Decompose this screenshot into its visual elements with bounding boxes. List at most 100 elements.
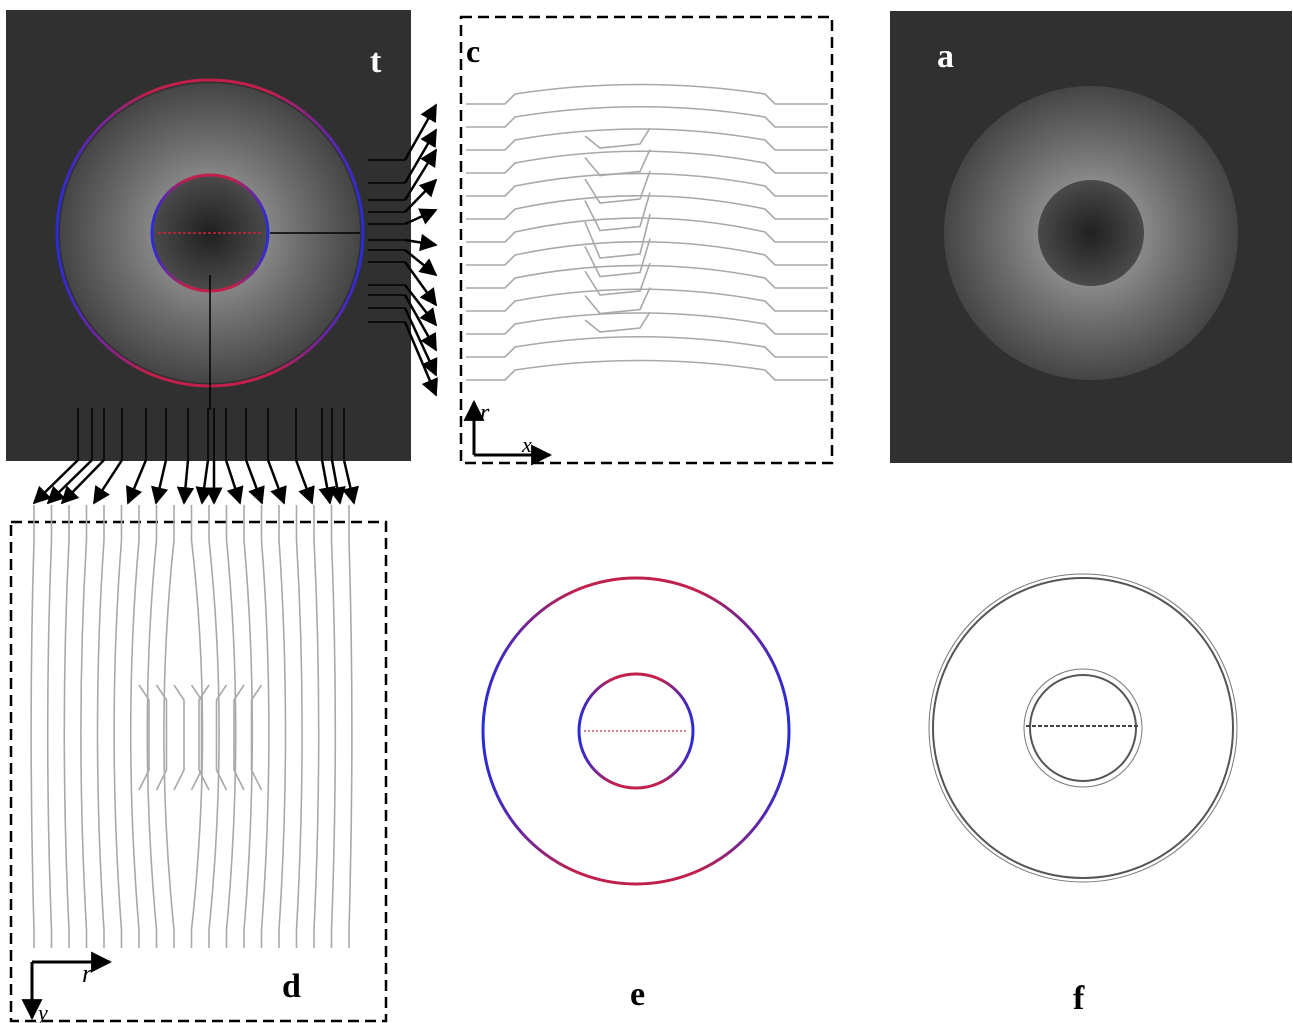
profile-line bbox=[466, 359, 828, 381]
profile-line bbox=[466, 288, 828, 312]
profile-line bbox=[63, 505, 70, 948]
profile-line bbox=[208, 505, 220, 948]
profile-step bbox=[584, 287, 651, 315]
arrow-to-c bbox=[403, 261, 438, 307]
profile-line bbox=[260, 505, 270, 948]
panel-a-core bbox=[1038, 180, 1144, 286]
panel-f-outer-ring-2 bbox=[928, 573, 1238, 883]
profile-line bbox=[466, 128, 828, 151]
profile-step bbox=[138, 684, 150, 791]
panel-c-frame bbox=[459, 15, 834, 465]
arrow-to-d bbox=[60, 459, 105, 505]
profile-step bbox=[173, 684, 185, 791]
panel-d-axis-y-label: y bbox=[36, 1000, 48, 1023]
profile-line bbox=[129, 505, 140, 948]
panel-b-label: t bbox=[370, 43, 382, 80]
profile-line bbox=[313, 505, 320, 948]
profile-line bbox=[466, 240, 828, 266]
profile-line bbox=[295, 505, 303, 948]
panel-b: t bbox=[6, 10, 411, 461]
profile-line bbox=[225, 505, 237, 948]
profile-line bbox=[80, 505, 88, 948]
panel-e-outer-contour bbox=[481, 576, 791, 886]
arrow-to-c bbox=[404, 233, 438, 252]
profile-line bbox=[466, 312, 828, 335]
arrow-to-d bbox=[32, 459, 79, 505]
arrow-to-d bbox=[266, 459, 287, 505]
arrow-to-d bbox=[341, 459, 359, 505]
profile-step bbox=[233, 684, 245, 791]
profile-line bbox=[466, 172, 828, 197]
panel-c-label: c bbox=[466, 33, 480, 69]
profile-line bbox=[466, 105, 828, 128]
arrow-to-c bbox=[403, 321, 438, 397]
arrow-to-d bbox=[126, 459, 148, 505]
arrow-to-c bbox=[403, 294, 438, 352]
profile-step bbox=[250, 684, 263, 791]
panel-c-profiles bbox=[466, 83, 828, 381]
arrow-to-c bbox=[403, 307, 438, 377]
profile-step bbox=[584, 238, 651, 278]
profile-step bbox=[190, 684, 203, 791]
panel-d-axis-r-label: r bbox=[82, 959, 93, 988]
panel-e-label: e bbox=[630, 976, 645, 1013]
arrows-to-panel-d bbox=[32, 459, 359, 505]
arrow-to-d bbox=[195, 459, 213, 505]
profile-step bbox=[155, 684, 168, 791]
panel-a-label: a bbox=[937, 38, 954, 75]
profile-step bbox=[198, 684, 210, 791]
profile-line bbox=[466, 217, 828, 243]
profile-line bbox=[96, 505, 105, 948]
profile-line bbox=[46, 505, 53, 948]
arrow-to-d bbox=[318, 459, 336, 505]
profile-line bbox=[466, 335, 828, 358]
panel-d-profiles bbox=[30, 505, 353, 948]
arrow-to-d bbox=[328, 459, 346, 505]
panel-d: r y d bbox=[9, 505, 388, 1023]
profile-step bbox=[215, 684, 228, 791]
profile-step bbox=[584, 213, 651, 259]
profile-line bbox=[466, 194, 828, 220]
profile-line bbox=[348, 505, 353, 948]
profile-step bbox=[584, 127, 651, 149]
profile-line bbox=[30, 505, 35, 948]
panel-c-axis-x-label: x bbox=[521, 432, 532, 457]
arrow-to-c bbox=[404, 284, 438, 327]
profile-line bbox=[190, 505, 204, 948]
profile-line bbox=[466, 264, 828, 289]
arrows-to-panel-c bbox=[403, 103, 438, 397]
profile-step bbox=[584, 192, 651, 232]
arrow-to-d bbox=[294, 459, 315, 505]
profile-line bbox=[278, 505, 287, 948]
profile-line bbox=[466, 83, 828, 105]
panel-b-row-ticks bbox=[368, 159, 405, 323]
arrow-to-c bbox=[404, 178, 438, 213]
panel-c-axis-r-label: r bbox=[480, 400, 490, 426]
profile-line bbox=[146, 505, 158, 948]
profile-step bbox=[584, 262, 651, 296]
panel-e: e bbox=[481, 576, 791, 1013]
profile-line bbox=[163, 505, 175, 948]
profile-line bbox=[330, 505, 337, 948]
arrow-to-d bbox=[176, 459, 195, 505]
arrow-to-d bbox=[244, 459, 265, 505]
arrow-to-d bbox=[224, 459, 244, 505]
panel-f-label: f bbox=[1073, 980, 1085, 1017]
panel-f-outer-ring bbox=[932, 577, 1234, 879]
panel-f-inner-ring bbox=[1029, 674, 1137, 782]
arrow-to-d bbox=[151, 459, 169, 505]
profile-step bbox=[584, 311, 651, 333]
panel-e-inner-contour bbox=[577, 672, 695, 790]
panel-a: a bbox=[890, 11, 1292, 463]
panel-f-inner-ring-2 bbox=[1023, 668, 1143, 788]
arrow-to-d bbox=[46, 459, 93, 505]
profile-step bbox=[584, 170, 651, 204]
arrow-to-c bbox=[403, 148, 438, 201]
panel-b-col-ticks bbox=[77, 408, 345, 460]
panel-d-label: d bbox=[282, 968, 301, 1005]
profile-line bbox=[113, 505, 123, 948]
arrow-to-d bbox=[92, 459, 124, 505]
panel-f: f bbox=[928, 573, 1238, 1017]
arrow-to-c bbox=[404, 249, 438, 277]
